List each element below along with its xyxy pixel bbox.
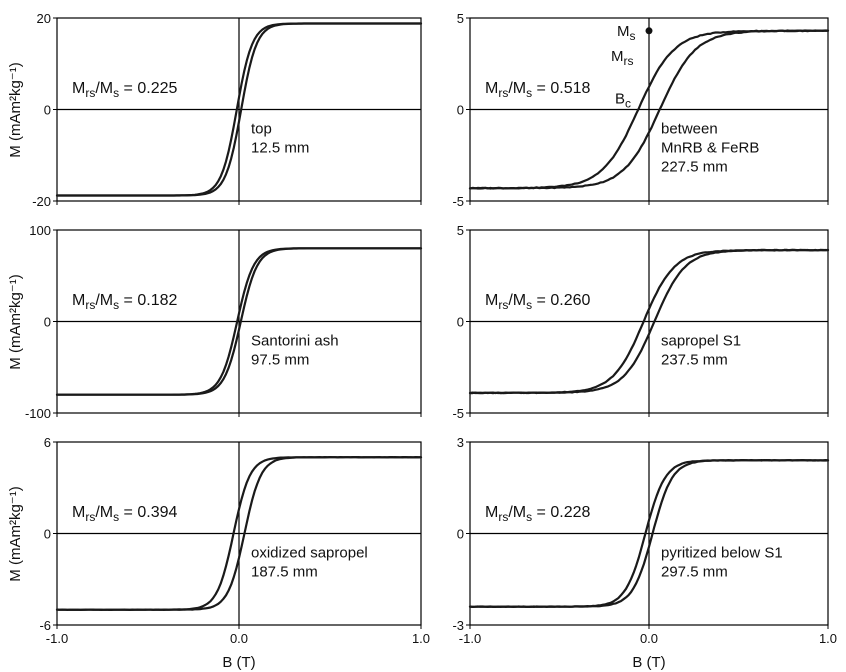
x-axis-title-left: B (T): [222, 654, 255, 671]
y-tick-label: 0: [44, 315, 51, 330]
y-tick-label: 100: [29, 223, 51, 238]
y-tick-label: 0: [457, 527, 464, 542]
panel-middle-left: 100 0 -100 Mrs/Ms = 0.182 Santorini ash 97.5 …: [25, 223, 423, 421]
panels-layer: 20 0 -20 Mrs/Ms = 0.225 top 12.5 mm 5 0 -5 Mrs/Ms…: [25, 11, 837, 646]
x-tick-label: 1.0: [819, 631, 837, 646]
hysteresis-lower-branch: [55, 247, 423, 396]
bc-marker-label: Bc: [615, 91, 631, 111]
panel-top-right: 5 0 -5 Mrs/Ms = 0.518 between MnRB & FeRB 227.…: [452, 11, 830, 209]
x-tick-label: 0.0: [230, 631, 248, 646]
mrs-ms-ratio-label: Mrs/Ms = 0.225: [72, 80, 177, 100]
mrs-ms-ratio-label: Mrs/Ms = 0.260: [485, 292, 590, 312]
hysteresis-lower-branch: [468, 459, 830, 608]
depth-label: 187.5 mm: [251, 564, 318, 581]
y-tick-label: -5: [452, 406, 464, 421]
x-tick-label: -1.0: [46, 631, 68, 646]
mrs-ms-ratio-label: Mrs/Ms = 0.394: [72, 504, 177, 524]
depth-label: 297.5 mm: [661, 564, 728, 581]
sample-label: oxidized sapropel: [251, 545, 368, 562]
y-tick-label: -5: [452, 194, 464, 209]
y-tick-label: 20: [37, 11, 51, 26]
y-tick-label: 6: [44, 435, 51, 450]
ms-point: [645, 27, 653, 35]
y-tick-label: -6: [39, 618, 51, 633]
y-axis-title: M (mAm²kg⁻¹): [7, 274, 24, 369]
y-tick-label: -100: [25, 406, 51, 421]
y-axis-title: M (mAm²kg⁻¹): [7, 62, 24, 157]
sample-label: top: [251, 121, 272, 138]
hysteresis-lower-branch: [468, 29, 830, 190]
y-tick-label: -20: [32, 194, 51, 209]
panel-bottom-right: 3 0 -3-1.0 0.0 1.0 Mrs/Ms = 0.228 pyritized be…: [452, 435, 837, 646]
y-tick-label: 5: [457, 223, 464, 238]
mrs-ms-ratio-label: Mrs/Ms = 0.228: [485, 504, 590, 524]
axis-titles: B (T) B (T) M (mAm²kg⁻¹) M (mAm²kg⁻¹) M (mAm…: [7, 62, 666, 671]
y-tick-label: 5: [457, 11, 464, 26]
mrs-ms-ratio-label: Mrs/Ms = 0.518: [485, 80, 590, 100]
mrs-ms-ratio-label: Mrs/Ms = 0.182: [72, 292, 177, 312]
panel-middle-right: 5 0 -5 Mrs/Ms = 0.260 sapropel S1 237.5 mm: [452, 223, 830, 421]
y-tick-label: 3: [457, 435, 464, 450]
depth-label: 237.5 mm: [661, 352, 728, 369]
panel-top-left: 20 0 -20 Mrs/Ms = 0.225 top 12.5 mm: [32, 11, 423, 209]
y-tick-label: 0: [44, 527, 51, 542]
mrs-marker-label: Mrs: [611, 48, 634, 68]
sample-label: Santorini ash: [251, 333, 339, 350]
y-axis-title: M (mAm²kg⁻¹): [7, 486, 24, 581]
y-tick-label: 0: [457, 315, 464, 330]
hysteresis-lower-branch: [468, 248, 830, 395]
y-tick-label: -3: [452, 618, 464, 633]
hysteresis-lower-branch: [55, 22, 423, 197]
hysteresis-lower-branch: [55, 456, 423, 611]
x-tick-label: 0.0: [640, 631, 658, 646]
y-tick-label: 0: [457, 103, 464, 118]
depth-label: 97.5 mm: [251, 352, 309, 369]
x-tick-label: 1.0: [412, 631, 430, 646]
sample-label: between: [661, 121, 718, 138]
sample-label: pyritized below S1: [661, 545, 783, 562]
sample-label: sapropel S1: [661, 333, 741, 350]
depth-label: MnRB & FeRB: [661, 140, 759, 157]
depth-label-extra: 227.5 mm: [661, 159, 728, 176]
x-axis-title-right: B (T): [632, 654, 665, 671]
x-tick-label: -1.0: [459, 631, 481, 646]
y-tick-label: 0: [44, 103, 51, 118]
panel-bottom-left: 6 0 -6-1.0 0.0 1.0 Mrs/Ms = 0.394 oxidized sap…: [39, 435, 430, 646]
depth-label: 12.5 mm: [251, 140, 309, 157]
ms-marker-label: Ms: [617, 23, 636, 43]
